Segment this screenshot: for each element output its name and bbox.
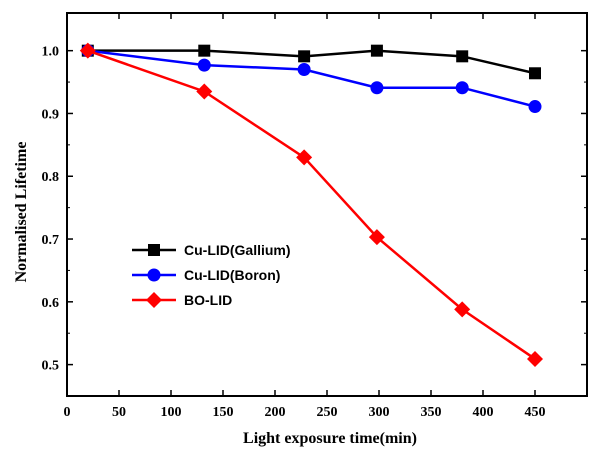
x-tick-label: 250 bbox=[317, 405, 338, 420]
legend-label: Cu-LID(Gallium) bbox=[184, 242, 291, 258]
y-axis-title: Normalised Lifetime bbox=[13, 142, 30, 283]
x-tick-label: 400 bbox=[473, 405, 494, 420]
x-tick-label: 100 bbox=[161, 405, 182, 420]
x-axis-title: Light exposure time(min) bbox=[243, 430, 417, 447]
x-tick-label: 0 bbox=[64, 405, 71, 420]
data-point bbox=[197, 58, 211, 72]
x-tick-label: 200 bbox=[265, 405, 286, 420]
series-line bbox=[87, 49, 536, 108]
data-point bbox=[528, 100, 542, 114]
series-circle bbox=[81, 44, 542, 114]
y-tick-label: 0.6 bbox=[42, 296, 60, 311]
data-point bbox=[529, 67, 541, 80]
y-tick-label: 1.0 bbox=[42, 45, 60, 60]
x-tick-label: 150 bbox=[213, 405, 234, 420]
y-tick-label: 0.8 bbox=[42, 170, 60, 185]
x-tick-label: 50 bbox=[112, 405, 126, 420]
data-point bbox=[298, 50, 311, 63]
x-axis: 0 50 100 150 200 250 300 350 400 450 bbox=[64, 13, 546, 420]
legend-label: Cu-LID(Boron) bbox=[184, 267, 280, 283]
legend-marker bbox=[147, 268, 161, 282]
data-point bbox=[455, 81, 469, 95]
y-tick-label: 0.5 bbox=[42, 359, 60, 374]
legend-item: BO-LID bbox=[132, 292, 232, 308]
legend-item: Cu-LID(Gallium) bbox=[132, 242, 291, 258]
x-tick-label: 300 bbox=[369, 405, 390, 420]
series-line bbox=[87, 49, 536, 75]
series-layer bbox=[79, 42, 543, 367]
data-point bbox=[198, 44, 211, 57]
legend-label: BO-LID bbox=[184, 292, 232, 308]
data-point bbox=[370, 44, 383, 57]
data-point bbox=[527, 350, 543, 367]
data-point bbox=[296, 149, 313, 166]
data-point bbox=[454, 301, 471, 318]
series-line bbox=[87, 49, 536, 360]
data-point bbox=[368, 229, 385, 246]
x-tick-label: 450 bbox=[525, 405, 546, 420]
legend-marker bbox=[148, 244, 160, 256]
data-point bbox=[297, 63, 311, 77]
legend-item: Cu-LID(Boron) bbox=[132, 267, 280, 283]
y-tick-label: 0.9 bbox=[42, 107, 60, 122]
legend-marker bbox=[146, 292, 162, 308]
series-diamond bbox=[79, 42, 543, 367]
data-point bbox=[456, 50, 469, 63]
y-axis: 0.5 0.6 0.7 0.8 0.9 1.0 bbox=[42, 45, 587, 374]
y-tick-label: 0.7 bbox=[42, 233, 60, 248]
x-tick-label: 350 bbox=[421, 405, 442, 420]
series-square bbox=[81, 44, 541, 80]
legend: Cu-LID(Gallium) Cu-LID(Boron) BO-LID bbox=[132, 242, 291, 308]
data-point bbox=[79, 42, 96, 59]
data-point bbox=[370, 81, 384, 95]
data-point bbox=[196, 83, 213, 100]
